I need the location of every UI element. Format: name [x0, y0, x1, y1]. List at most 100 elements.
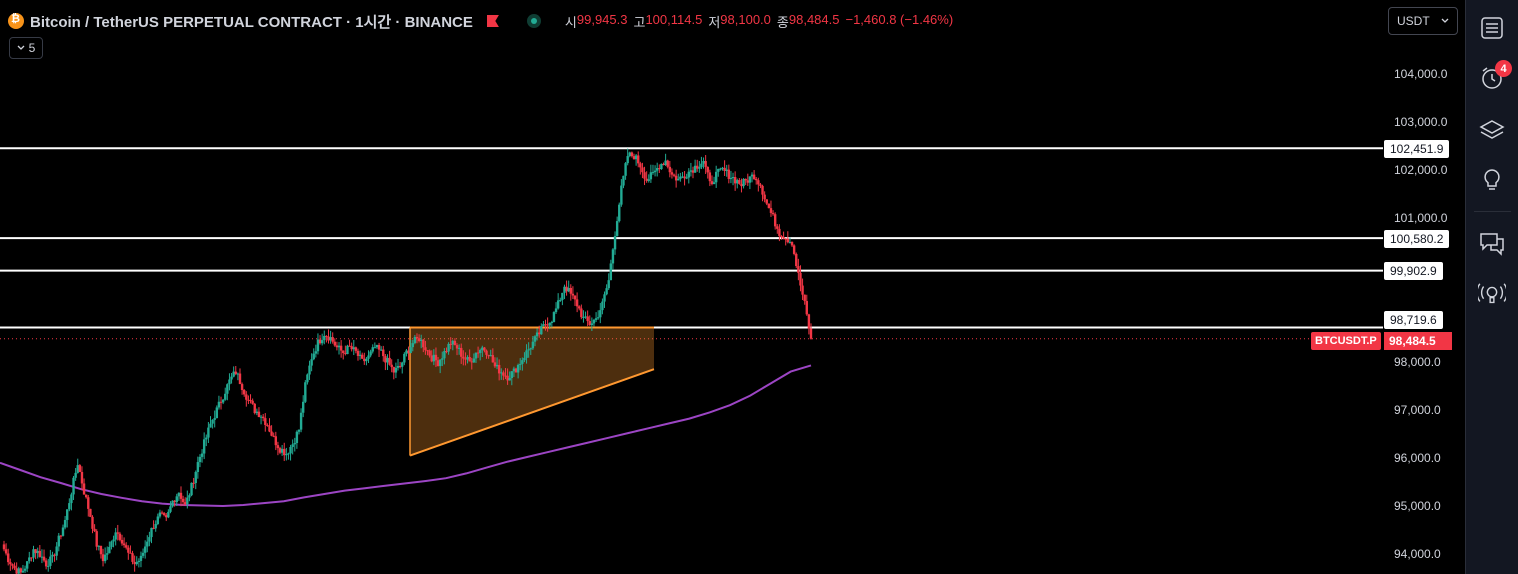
candle-body: [544, 324, 547, 326]
menu-list-icon[interactable]: [1478, 14, 1506, 42]
candle-body: [34, 549, 37, 554]
currency-label: USDT: [1397, 14, 1430, 28]
candle-body: [453, 340, 457, 346]
candle-body: [278, 448, 282, 453]
candle-body: [742, 178, 745, 187]
candle-body: [430, 355, 433, 362]
candle-body: [483, 347, 486, 351]
candle-body: [283, 448, 286, 456]
candle-body: [523, 357, 526, 361]
lightbulb-icon[interactable]: [1478, 166, 1506, 194]
candle-body: [150, 527, 153, 538]
candle-body: [731, 177, 735, 179]
candle-body: [417, 338, 421, 341]
candle-body: [9, 562, 12, 565]
candle-body: [312, 353, 315, 360]
candle-body: [639, 163, 642, 168]
candle-body: [455, 345, 459, 349]
price-tick: 103,000.0: [1394, 115, 1448, 129]
candle-body: [493, 362, 497, 367]
chart-area[interactable]: Bitcoin / TetherUS PERPETUAL CONTRACT · …: [0, 0, 1465, 574]
candle-body: [575, 299, 579, 307]
candle-body: [708, 172, 712, 182]
candle-body: [390, 364, 393, 368]
candle-body: [565, 286, 568, 292]
candle-body: [2, 544, 6, 550]
candle-body: [761, 185, 764, 195]
candle-body: [773, 214, 777, 227]
candle-body: [337, 345, 341, 348]
candle-body: [179, 492, 183, 499]
candle-body: [672, 174, 676, 176]
candle-body: [369, 351, 372, 356]
candle-body: [592, 319, 596, 324]
candle-body: [42, 556, 46, 561]
candle-body: [428, 350, 431, 356]
candle-body: [698, 167, 701, 169]
candle-body: [139, 555, 143, 561]
candle-body: [55, 546, 58, 556]
candle-body: [329, 337, 332, 341]
candle-body: [230, 376, 233, 380]
candle-body: [578, 306, 581, 309]
candle-body: [253, 403, 256, 414]
candle-body: [53, 554, 56, 556]
candle-body: [460, 347, 463, 357]
symbol-title[interactable]: Bitcoin / TetherUS PERPETUAL CONTRACT · …: [30, 13, 473, 31]
price-tick: 104,000.0: [1394, 67, 1448, 81]
candle-body: [333, 341, 337, 346]
candle-body: [59, 535, 63, 537]
candle-body: [221, 399, 225, 403]
candle-body: [799, 272, 802, 286]
candle-body: [590, 323, 594, 326]
candle-body: [687, 171, 690, 178]
candle-body: [291, 444, 294, 447]
candle-body: [15, 568, 18, 574]
candle-body: [696, 165, 699, 169]
candle-body: [626, 156, 629, 164]
candle-body: [546, 324, 549, 326]
layers-icon[interactable]: [1478, 116, 1506, 144]
candle-body: [622, 175, 625, 186]
candle-body: [129, 552, 132, 554]
chat-icon[interactable]: [1478, 230, 1506, 258]
candle-body: [232, 371, 235, 377]
candle-body: [801, 285, 804, 295]
candle-body: [620, 185, 623, 205]
currency-selector[interactable]: USDT: [1388, 7, 1458, 35]
flag-icon[interactable]: [486, 15, 499, 27]
candle-body: [36, 550, 39, 554]
candle-body: [327, 336, 330, 341]
candle-body: [384, 356, 387, 363]
candle-body: [531, 341, 535, 349]
candle-body: [110, 541, 113, 547]
candle-body: [714, 171, 718, 183]
close-label: 종: [776, 14, 789, 30]
price-chart[interactable]: [0, 0, 1465, 574]
candle-body: [299, 412, 303, 430]
indicators-collapse-button[interactable]: 5: [9, 37, 43, 59]
candle-body: [519, 363, 522, 365]
candle-body: [736, 180, 739, 184]
candle-body: [723, 167, 726, 171]
candle-body: [205, 437, 208, 440]
candle-body: [717, 168, 720, 172]
candle-body: [426, 350, 429, 352]
candle-body: [78, 465, 82, 472]
candle-body: [211, 419, 214, 424]
candle-body: [165, 515, 168, 518]
candle-body: [293, 443, 296, 445]
candle-body: [224, 393, 227, 400]
candle-body: [580, 308, 583, 318]
candle-body: [202, 439, 206, 454]
candle-body: [491, 355, 495, 363]
candle-body: [514, 368, 518, 373]
candle-body: [339, 345, 343, 351]
broadcast-icon[interactable]: [1478, 280, 1506, 308]
high-value: 100,114.5: [645, 11, 703, 27]
candle-body: [586, 316, 589, 322]
candle-body: [468, 356, 471, 362]
candle-body: [470, 361, 473, 363]
candle-body: [662, 163, 665, 165]
candle-body: [247, 399, 250, 401]
